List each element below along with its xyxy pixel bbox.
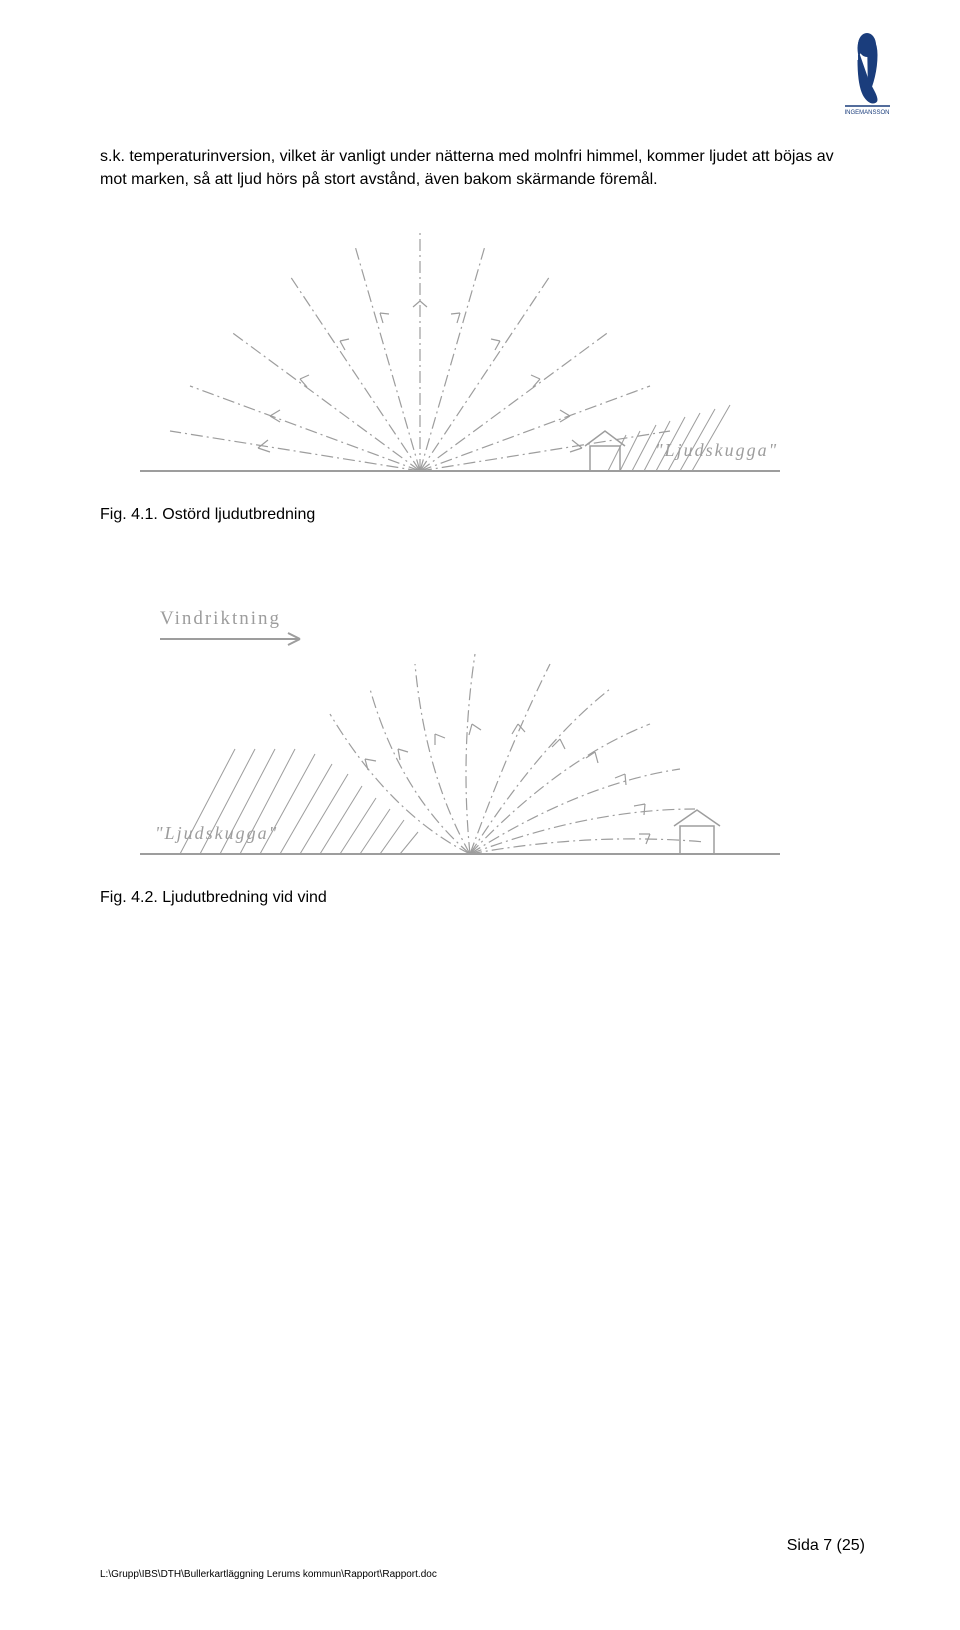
- svg-text:"Ljudskugga": "Ljudskugga": [655, 440, 778, 460]
- figure-2-caption: Fig. 4.2. Ljudutbredning vid vind: [100, 889, 860, 907]
- footer-file-path: L:\Grupp\IBS\DTH\Bullerkartläggning Leru…: [100, 1569, 437, 1580]
- svg-text:"Ljudskugga": "Ljudskugga": [155, 823, 278, 843]
- body-paragraph: s.k. temperaturinversion, vilket är vanl…: [100, 145, 860, 191]
- svg-text:Vindriktning: Vindriktning: [160, 608, 281, 629]
- page-number: Sida 7 (25): [787, 1537, 865, 1555]
- figure-2: Vindriktning "Ljudskugga": [140, 584, 860, 879]
- brand-logo: INGEMANSSON: [840, 30, 895, 115]
- svg-text:INGEMANSSON: INGEMANSSON: [844, 110, 889, 115]
- figure-1: "Ljudskugga": [140, 221, 860, 496]
- figure-1-caption: Fig. 4.1. Ostörd ljudutbredning: [100, 506, 860, 524]
